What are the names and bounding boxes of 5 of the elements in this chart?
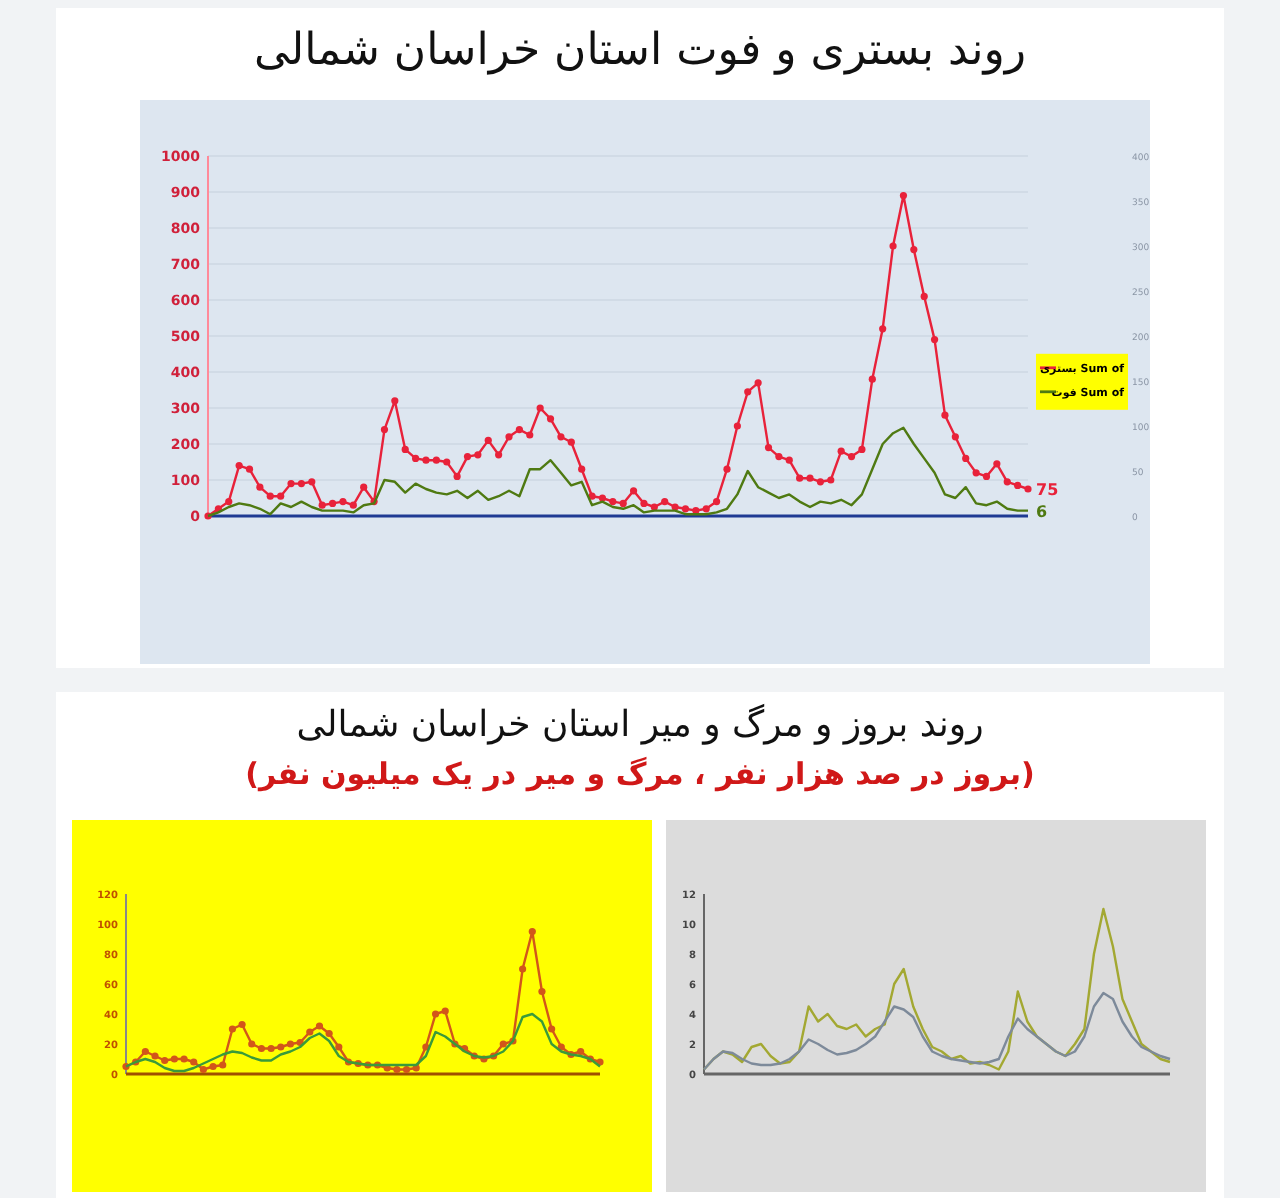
data-label: 6	[1036, 502, 1048, 521]
chart-title: روند بروز و مرگ و میر استان خراسان شمالی	[296, 702, 984, 746]
chart-title: روند بستری و فوت استان خراسان شمالی	[254, 26, 1026, 76]
chart-subtitle: (بروز در صد هزار نفر ، مرگ و میر در یک میلیون نفر)	[245, 756, 1035, 792]
data-label: 75	[1036, 481, 1060, 499]
